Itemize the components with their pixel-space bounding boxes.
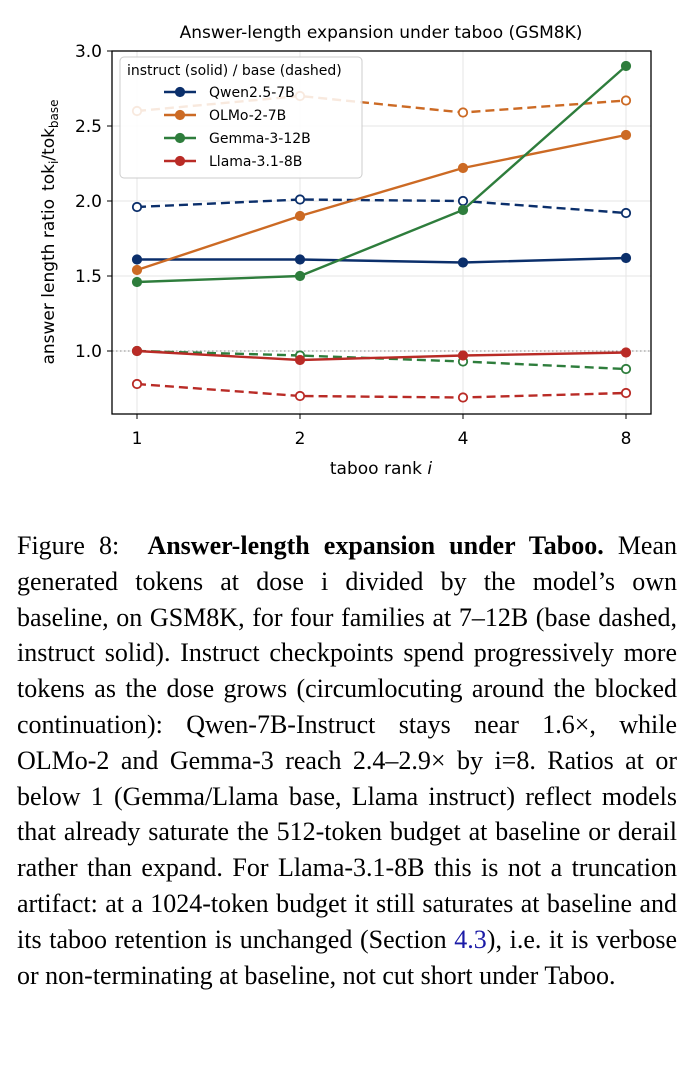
legend-entry-label: Qwen2.5-7B [209, 85, 295, 101]
data-point-gemma-3-12b-instruct [294, 270, 306, 282]
figure-caption: Figure 8: Answer-length expansion under … [17, 528, 677, 993]
data-point-qwen2-5-7b-instruct [620, 252, 632, 264]
data-point-llama-3-1-8b-base [620, 387, 632, 399]
legend-title: instruct (solid) / base (dashed) [127, 63, 342, 79]
series-line-olmo-2-7b-base [136, 94, 627, 114]
chart-title: Answer-length expansion under taboo (GSM… [180, 23, 583, 43]
data-point-qwen2-5-7b-base [131, 201, 143, 213]
line-chart: Answer-length expansion under taboo (GSM… [39, 23, 652, 479]
x-axis-label-var: i [427, 459, 432, 479]
y-tick-label: 1.0 [75, 342, 102, 362]
data-point-qwen2-5-7b-base [294, 194, 306, 205]
data-point-olmo-2-7b-instruct [294, 210, 306, 222]
x-tick-label: 2 [295, 429, 306, 449]
y-axis-label-math-sep: /tok [39, 128, 59, 161]
data-point-olmo-2-7b-base [620, 95, 632, 106]
data-point-llama-3-1-8b-instruct [294, 354, 306, 366]
y-tick-label: 1.5 [75, 267, 102, 287]
data-point-olmo-2-7b-instruct [457, 162, 469, 174]
data-point-gemma-3-12b-instruct [457, 204, 469, 216]
data-point-olmo-2-7b-base [457, 107, 469, 118]
data-point-llama-3-1-8b-base [131, 378, 143, 390]
legend-entry-label: Llama-3.1-8B [209, 154, 302, 170]
legend-entry-olmo-2-7b: OLMo-2-7B [164, 108, 286, 124]
series-line-olmo-2-7b-instruct [136, 133, 627, 272]
data-point-llama-3-1-8b-instruct [131, 345, 143, 357]
series-line-qwen2-5-7b-instruct [137, 256, 627, 264]
series-line-llama-3-1-8b-instruct [136, 349, 627, 362]
data-point-gemma-3-12b-instruct [620, 60, 632, 72]
series-gemma-3-12b-instruct [131, 60, 632, 288]
series-llama-3-1-8b-instruct [131, 345, 632, 366]
legend-entries: Qwen2.5-7B OLMo-2-7B Gemma-3-12B Llama-3.1-… [164, 85, 311, 170]
data-point-olmo-2-7b-instruct [131, 264, 143, 276]
series-olmo-2-7b-instruct [131, 129, 632, 276]
y-axis-label: answer length ratio toki/tokbase [39, 99, 61, 364]
y-axis-label-math-base: tok [39, 164, 59, 191]
data-point-llama-3-1-8b-instruct [620, 347, 632, 358]
data-point-llama-3-1-8b-instruct [457, 350, 469, 361]
figure-chart: Answer-length expansion under taboo (GSM… [0, 0, 692, 500]
x-axis-ticks: 1 2 4 8 [132, 414, 632, 449]
y-axis-label-math-sub2: base [47, 99, 61, 128]
series-qwen2-5-7b-instruct [131, 252, 632, 268]
legend-swatch-marker [174, 132, 186, 144]
caption-label: Figure 8: [17, 531, 120, 560]
x-axis-label: taboo rank i [330, 459, 433, 479]
y-tick-label: 2.5 [75, 117, 102, 137]
series-line-qwen2-5-7b-base [136, 198, 627, 215]
caption-body-end: ), i.e. it is verbose or non-terminating… [17, 924, 677, 990]
caption-body: Mean generated tokens at dose i divided … [17, 531, 678, 954]
data-point-qwen2-5-7b-instruct [457, 257, 469, 268]
data-point-olmo-2-7b-instruct [620, 129, 632, 141]
data-point-qwen2-5-7b-base [457, 195, 469, 207]
series-line-llama-3-1-8b-base [136, 382, 627, 399]
caption-title: Answer-length expansion under Taboo. [147, 531, 604, 560]
legend-entry-label: OLMo-2-7B [209, 108, 286, 124]
plot-frame [111, 50, 652, 415]
series-llama-3-1-8b-base [131, 378, 632, 403]
series-qwen2-5-7b-base [131, 194, 632, 219]
data-point-qwen2-5-7b-instruct [131, 254, 143, 265]
x-axis-label-text: taboo rank [330, 459, 422, 479]
y-axis-label-math-sub1: i [47, 161, 61, 164]
x-tick-label: 1 [132, 429, 143, 449]
series-layer [131, 60, 632, 403]
legend-swatch-marker [174, 109, 186, 121]
data-point-gemma-3-12b-instruct [131, 276, 143, 288]
legend-entry-qwen2-5-7b: Qwen2.5-7B [164, 85, 295, 101]
data-point-llama-3-1-8b-base [457, 392, 469, 403]
data-point-gemma-3-12b-base [620, 363, 632, 375]
legend-swatch-marker [174, 155, 186, 167]
y-tick-label: 2.0 [75, 192, 102, 212]
legend-entry-llama-3-1-8b: Llama-3.1-8B [164, 154, 302, 170]
section-link[interactable]: 4.3 [454, 924, 487, 954]
legend-entry-label: Gemma-3-12B [209, 131, 311, 147]
series-line-gemma-3-12b-instruct [136, 65, 627, 284]
x-tick-label: 8 [621, 429, 632, 449]
legend-swatch-marker [174, 86, 186, 98]
y-axis-label-text: answer length ratio [39, 199, 59, 365]
data-point-qwen2-5-7b-instruct [294, 254, 306, 265]
legend: instruct (solid) / base (dashed) Qwen2.5… [119, 56, 363, 179]
y-tick-label: 3.0 [75, 42, 102, 62]
y-axis-ticks: 1.0 1.5 2.0 2.5 3.0 [75, 42, 112, 362]
data-point-qwen2-5-7b-base [620, 207, 632, 219]
legend-entry-gemma-3-12b: Gemma-3-12B [164, 131, 311, 147]
data-point-llama-3-1-8b-base [294, 390, 306, 402]
x-tick-label: 4 [458, 429, 469, 449]
